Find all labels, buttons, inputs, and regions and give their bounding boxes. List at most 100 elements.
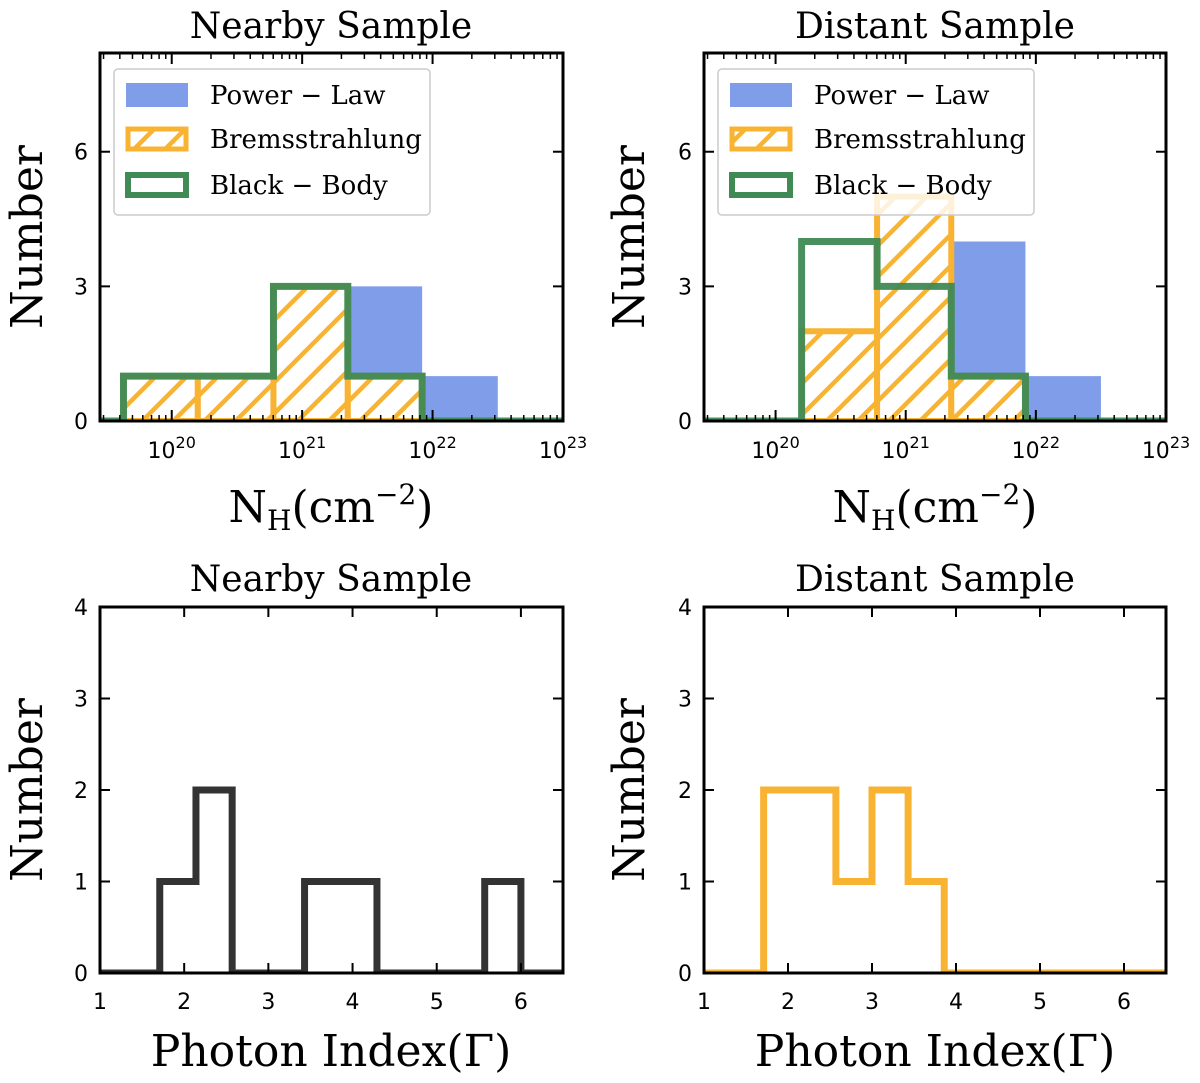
y-tick-label: 0 [74,410,88,435]
x-tick-exponent: 21 [910,433,930,452]
y-tick-label: 0 [678,410,692,435]
bremsstrahlung-bar [948,373,1029,421]
legend-swatch-blackbody [125,172,189,198]
legend-swatch-powerlaw [126,83,188,107]
plot-area [100,282,563,421]
legend-frame [113,68,431,216]
y-axis-label: Number [604,697,655,882]
x-label-paren-open: (cm [291,482,375,533]
x-tick-exponent: 21 [306,433,326,452]
x-tick-label: 3 [261,990,275,1015]
y-tick-label: 6 [678,141,692,166]
x-tick-label: 1022 [408,433,456,464]
legend-frame [717,68,1035,216]
legend: Power − Law Bremsstrahlung Black − Body [113,68,431,216]
plot-area [704,786,1166,973]
x-tick-base: 10 [882,439,910,464]
legend-label: Black − Body [210,171,388,201]
axes-frame [98,605,565,975]
axes-frame [98,51,565,423]
legend-swatch-bremsstrahlung [729,126,793,152]
x-tick-base: 10 [1142,439,1170,464]
x-tick-exponent: 20 [176,433,196,452]
x-tick-exponent: 23 [1170,433,1190,452]
y-tick-label: 3 [678,688,692,713]
y-tick-label: 3 [74,275,88,300]
y-tick-label: 4 [74,596,88,621]
x-tick-label: 4 [949,990,963,1015]
x-axis-label: Photon Index(Γ) [151,1026,512,1077]
y-tick-label: 1 [678,871,692,896]
legend-label: Power − Law [814,81,990,111]
x-tick-base: 10 [751,439,779,464]
x-tick-exponent: 20 [779,433,799,452]
x-label-sub: H [267,504,291,537]
x-tick-label: 1020 [751,433,799,464]
blackbody-step [704,237,1166,421]
x-tick-label: 1020 [148,433,196,464]
y-tick-label: 1 [74,871,88,896]
axes-frame [702,51,1168,423]
bremsstrahlung-bar [344,373,426,421]
powerlaw-bar [422,376,498,421]
panel-title: Nearby Sample [190,6,472,47]
x-tick-label: 5 [1033,990,1047,1015]
bremsstrahlung-bar [270,283,351,421]
y-tick-label: 2 [74,779,88,804]
legend-label: Power − Law [210,81,386,111]
x-tick-label: 1023 [1142,433,1190,464]
x-tick-label: 1021 [882,433,930,464]
x-tick-label: 6 [1117,990,1131,1015]
photon-index-step [704,786,1166,973]
y-tick-label: 6 [74,141,88,166]
x-tick-label: 1023 [539,433,587,464]
x-tick-label: 1 [697,990,711,1015]
legend-swatch-powerlaw [730,83,792,107]
x-tick-label: 5 [430,990,444,1015]
x-label-paren-close: ) [416,482,433,533]
powerlaw-bar [1025,376,1101,421]
x-label-sub: H [871,504,895,537]
x-label-paren-open: (cm [895,482,979,533]
x-tick-label: 4 [346,990,360,1015]
legend-swatch-bremsstrahlung [125,126,189,152]
panel-title: Distant Sample [795,6,1075,47]
bremsstrahlung-bar [798,328,881,421]
bremsstrahlung-bar [874,193,955,421]
x-tick-label: 1022 [1012,433,1060,464]
bremsstrahlung-bar [120,373,201,421]
y-tick-label: 4 [678,596,692,621]
x-tick-exponent: 23 [567,433,587,452]
x-tick-base: 10 [1012,439,1040,464]
x-axis-label: NH(cm−2) [229,478,434,537]
x-tick-label: 2 [177,990,191,1015]
x-tick-base: 10 [148,439,176,464]
x-tick-label: 6 [514,990,528,1015]
x-tick-label: 2 [781,990,795,1015]
plot-area [704,193,1166,421]
x-label-main: N [833,482,872,533]
x-label-sup: −2 [375,478,416,511]
x-tick-exponent: 22 [1040,433,1060,452]
x-axis-label: NH(cm−2) [833,478,1038,537]
legend-label: Black − Body [814,171,992,201]
x-tick-base: 10 [408,439,436,464]
blackbody-step [100,282,563,421]
x-tick-base: 10 [539,439,567,464]
y-tick-label: 3 [678,275,692,300]
y-axis-label: Number [604,144,655,329]
y-axis-label: Number [2,144,53,329]
x-tick-base: 10 [278,439,306,464]
x-label-main: N [229,482,268,533]
y-tick-label: 2 [678,779,692,804]
legend-swatch-blackbody [729,172,793,198]
panel-title: Distant Sample [795,559,1075,600]
